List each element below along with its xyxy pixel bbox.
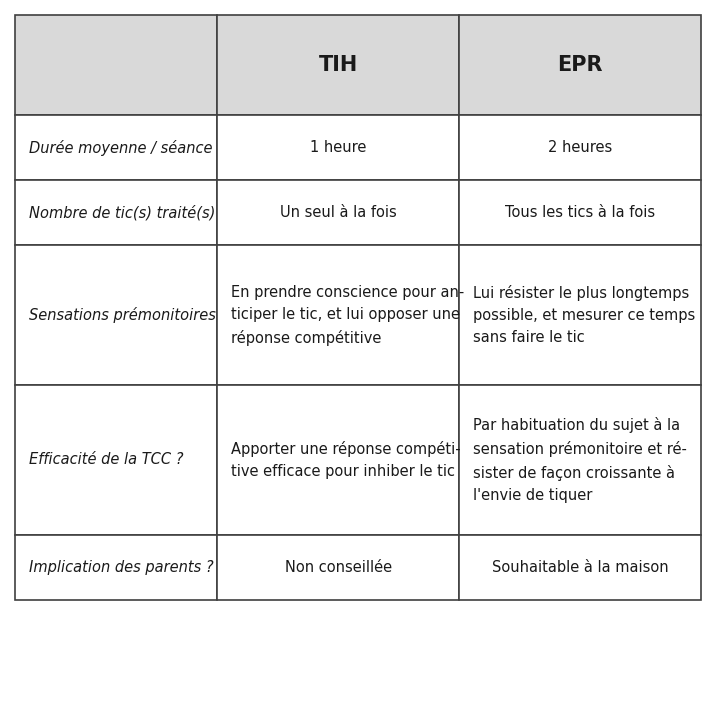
Bar [459, 115, 701, 180]
Bar [15, 535, 218, 600]
Bar [218, 180, 459, 245]
Bar [15, 115, 218, 180]
Bar [459, 180, 701, 245]
Bar [15, 180, 218, 245]
Text: TIH: TIH [319, 55, 358, 75]
Text: Apporter une réponse compéti-
tive efficace pour inhiber le tic: Apporter une réponse compéti- tive effic… [231, 441, 461, 479]
Bar [459, 535, 701, 600]
Text: 2 heures: 2 heures [548, 140, 612, 155]
Text: Tous les tics à la fois: Tous les tics à la fois [505, 205, 655, 220]
Bar [218, 115, 459, 180]
Text: Souhaitable à la maison: Souhaitable à la maison [492, 560, 668, 575]
Text: En prendre conscience pour an-
ticiper le tic, et lui opposer une
réponse compét: En prendre conscience pour an- ticiper l… [231, 284, 465, 345]
Bar [218, 15, 459, 115]
Text: Non conseillée: Non conseillée [284, 560, 392, 575]
Text: 1 heure: 1 heure [310, 140, 367, 155]
Text: Lui résister le plus longtemps
possible, et mesurer ce temps
sans faire le tic: Lui résister le plus longtemps possible,… [473, 285, 695, 345]
Bar [218, 245, 459, 385]
Text: Efficacité de la TCC ?: Efficacité de la TCC ? [29, 452, 183, 467]
Text: Un seul à la fois: Un seul à la fois [280, 205, 397, 220]
Text: EPR: EPR [557, 55, 603, 75]
Bar [459, 245, 701, 385]
Bar [218, 535, 459, 600]
Bar [15, 245, 218, 385]
Text: Nombre de tic(s) traité(s): Nombre de tic(s) traité(s) [29, 205, 216, 220]
Text: Durée moyenne / séance: Durée moyenne / séance [29, 140, 213, 156]
Text: Par habituation du sujet à la
sensation prémonitoire et ré-
sister de façon croi: Par habituation du sujet à la sensation … [473, 417, 687, 503]
Text: Sensations prémonitoires: Sensations prémonitoires [29, 307, 216, 323]
Bar [218, 385, 459, 535]
Bar [459, 385, 701, 535]
Bar [15, 15, 218, 115]
Text: Implication des parents ?: Implication des parents ? [29, 560, 213, 575]
Bar [15, 385, 218, 535]
Bar [459, 15, 701, 115]
